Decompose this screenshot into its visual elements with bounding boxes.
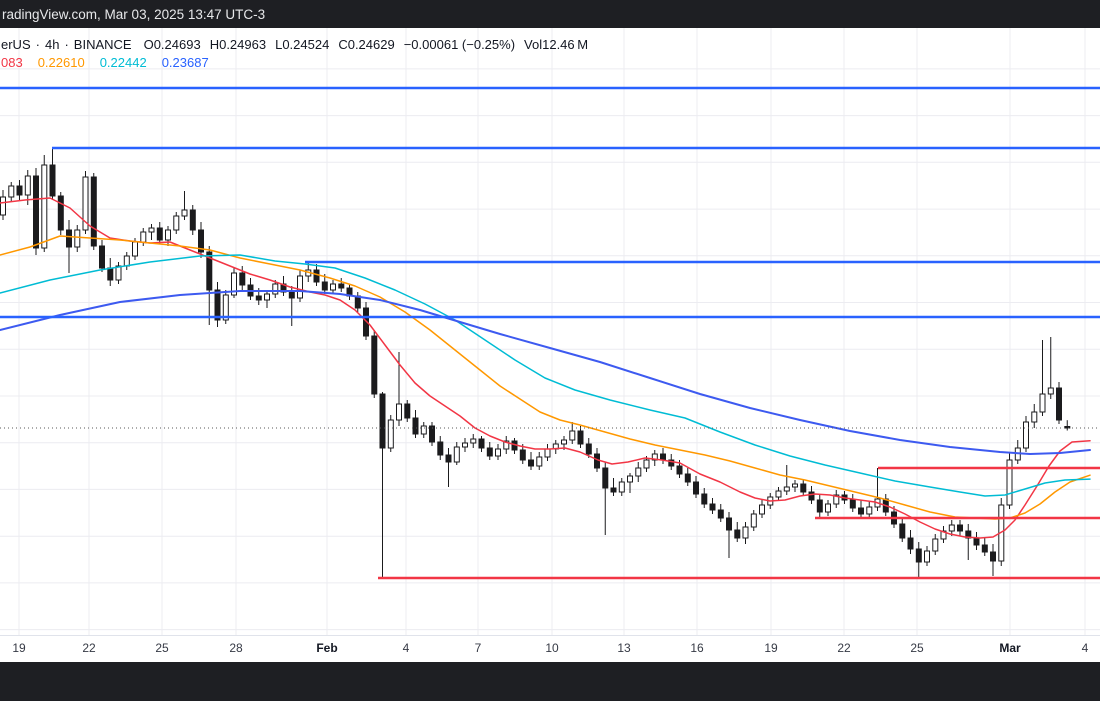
ohlc-fields: O0.24693 H0.24963 L0.24524 C0.24629 −0.0…: [144, 37, 589, 52]
time-axis-label: Mar: [999, 641, 1021, 655]
time-axis-label: 4: [402, 641, 410, 655]
time-axis-label: 7: [474, 641, 482, 655]
banner-text: radingView.com, Mar 03, 2025 13:47 UTC-3: [2, 6, 266, 22]
ma-red[interactable]: [0, 197, 1091, 539]
separator-dot: ·: [64, 37, 69, 52]
time-axis-label: Feb: [316, 641, 338, 655]
time-axis[interactable]: 19 22 25 28 Feb 4 7 10 13 16 19 22 25 Mar 4: [0, 635, 1100, 662]
change-value: −0.00061 (−0.25%): [403, 37, 516, 52]
time-axis-label: 19: [764, 641, 778, 655]
exchange-label: BINANCE: [73, 37, 132, 52]
ma-values-legend: 083 0.22610 0.22442 0.23687: [1, 55, 209, 70]
interval-label[interactable]: 4h: [44, 37, 60, 52]
time-axis-label: 10: [545, 641, 559, 655]
time-axis-label: 16: [690, 641, 704, 655]
volume-value: Vol12.46 M: [524, 37, 589, 52]
chart-canvas[interactable]: [0, 28, 1100, 635]
time-axis-label: 4: [1081, 641, 1089, 655]
symbol-legend: erUS · 4h · BINANCE O0.24693 H0.24963 L0…: [1, 37, 588, 52]
high-value: H0.24963: [209, 37, 267, 52]
time-axis-label: 19: [12, 641, 26, 655]
time-axis-label: 22: [837, 641, 851, 655]
symbol-name[interactable]: erUS: [1, 37, 31, 52]
separator-dot: ·: [35, 37, 40, 52]
time-axis-label: 25: [910, 641, 924, 655]
screenshot-banner: radingView.com, Mar 03, 2025 13:47 UTC-3: [0, 0, 1100, 28]
ma-value: 0.22442: [99, 55, 147, 70]
low-value: L0.24524: [275, 37, 330, 52]
time-axis-label: 28: [229, 641, 243, 655]
ma-value: 083: [1, 55, 23, 70]
bottom-bar: [0, 662, 1100, 701]
time-axis-label: 13: [617, 641, 631, 655]
time-axis-label: 25: [155, 641, 169, 655]
ma-cyan[interactable]: [0, 254, 1091, 497]
chart-area: erUS · 4h · BINANCE O0.24693 H0.24963 L0…: [0, 28, 1100, 635]
ma-blue[interactable]: [0, 290, 1091, 455]
time-axis-label: 22: [82, 641, 96, 655]
ma-value: 0.23687: [161, 55, 209, 70]
ma-value: 0.22610: [37, 55, 85, 70]
close-value: C0.24629: [338, 37, 395, 52]
symbol-info: erUS · 4h · BINANCE: [1, 37, 132, 52]
open-value: O0.24693: [143, 37, 201, 52]
